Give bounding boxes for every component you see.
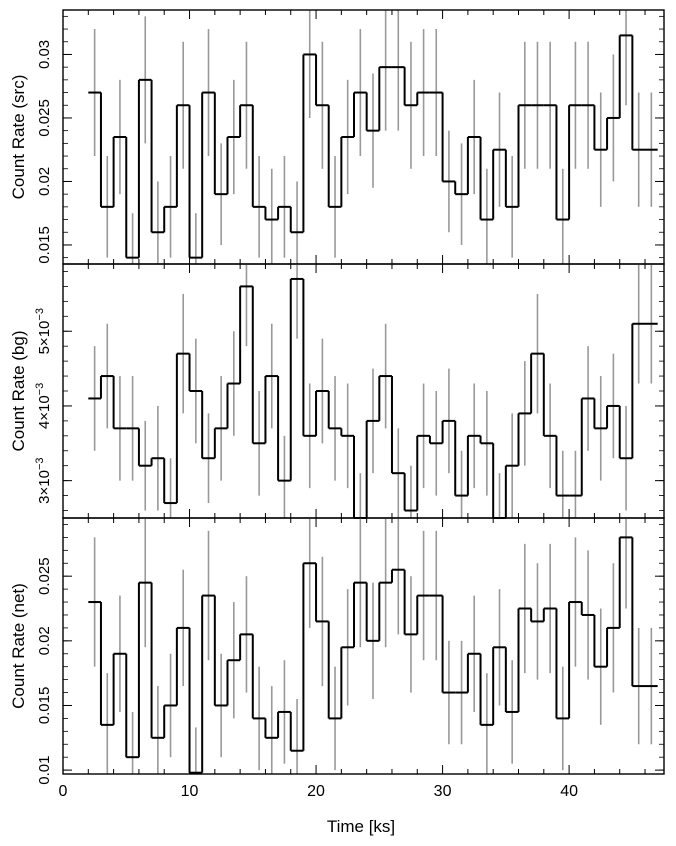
y-tick-label: 0.025: [36, 557, 53, 595]
y-axis-label: Count Rate (net): [9, 583, 28, 709]
panel-frame: [62, 517, 665, 775]
y-tick-label: 0.02: [36, 167, 53, 196]
y-tick-base: 4×10: [36, 395, 53, 429]
y-tick-exponent: −3: [34, 383, 46, 396]
y-tick-exponent: −3: [34, 308, 46, 321]
x-tick-label: 0: [59, 783, 68, 800]
x-axis-label: Time [ks]: [327, 817, 395, 836]
y-axis-label: Count Rate (src): [9, 75, 28, 200]
x-tick-label: 30: [434, 783, 452, 800]
y-tick-label: 0.015: [36, 226, 53, 264]
panel-frame: [62, 9, 665, 265]
y-tick-label: 0.02: [36, 626, 53, 655]
y-tick-label: 0.025: [36, 99, 53, 137]
x-tick-label: 20: [307, 783, 325, 800]
net-panel: 0.01 0.015 0.02 0.025 Count Rate (net) 0 10 20 3…: [9, 517, 665, 800]
panel-frame: [62, 263, 665, 519]
y-tick-exponent: −3: [34, 457, 46, 470]
y-tick-label: 5×10−3: [34, 308, 53, 354]
y-tick-label: 0.03: [36, 40, 53, 69]
x-tick-label: 40: [560, 783, 578, 800]
y-tick-label: 3×10−3: [34, 457, 53, 503]
y-tick-label: 0.015: [36, 687, 53, 725]
y-tick-base: 5×10: [36, 321, 53, 355]
y-axis-label: Count Rate (bg): [9, 331, 28, 452]
x-tick-label: 10: [181, 783, 199, 800]
src-panel: 0.015 0.02 0.025 0.03 Count Rate (src): [9, 9, 665, 265]
y-tick-label: 0.01: [36, 756, 53, 785]
y-tick-base: 3×10: [36, 470, 53, 504]
y-tick-label: 4×10−3: [34, 383, 53, 429]
